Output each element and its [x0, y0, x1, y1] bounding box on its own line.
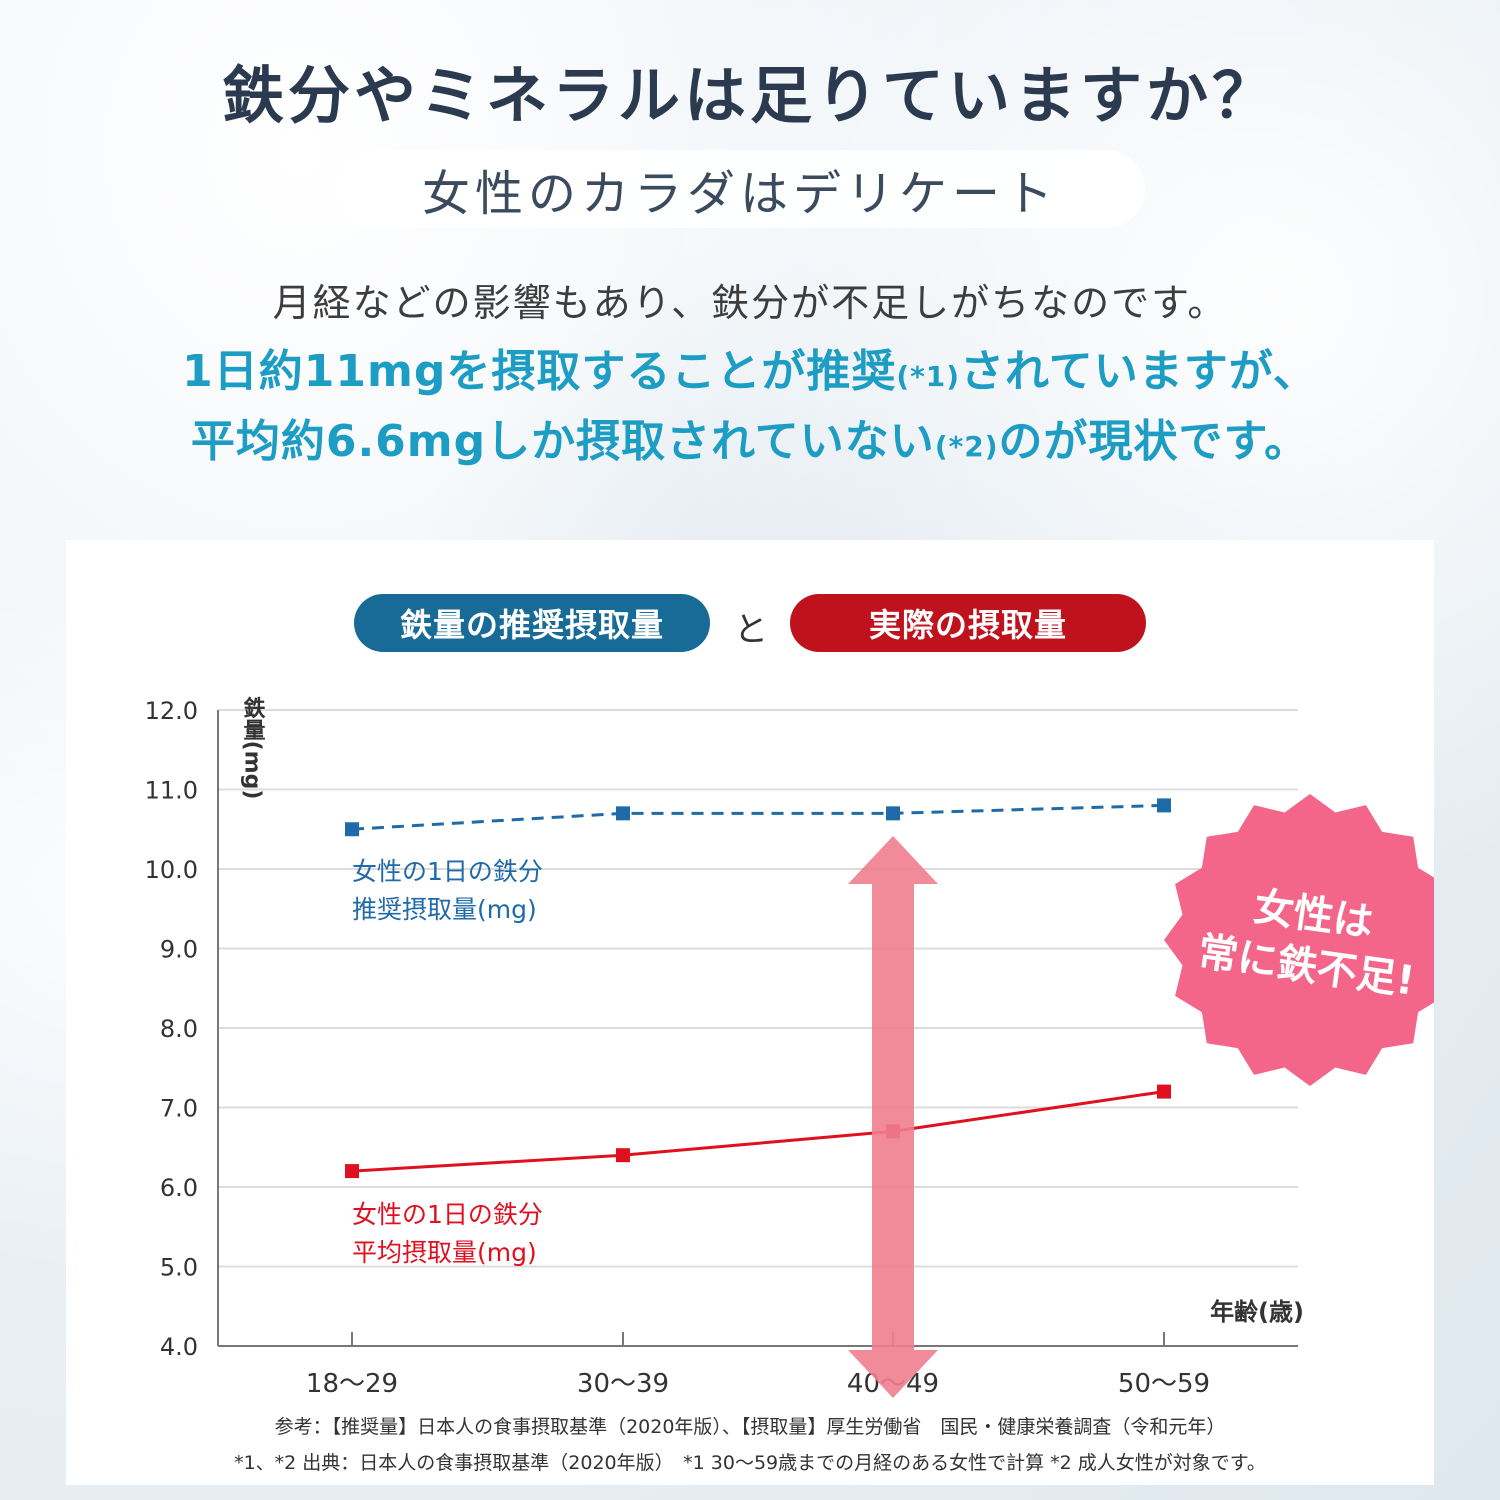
- note-ref-2: (*2): [934, 430, 999, 463]
- badge-shape: [1164, 794, 1434, 1086]
- note-ref-1: (*1): [896, 360, 961, 393]
- y-tick-label: 9.0: [160, 936, 198, 964]
- data-point: [1157, 798, 1171, 813]
- y-tick-label: 8.0: [160, 1015, 198, 1043]
- x-tick-label: 18〜29: [306, 1369, 398, 1399]
- actual-intake-main: 平均約6.6mgしか摂取されていない: [190, 416, 935, 467]
- reference-note: 参考：【推奨量】日本人の食事摂取基準（2020年版）、【摂取量】厚生労働省 国民…: [274, 1416, 1226, 1438]
- series-label-line2: 平均摂取量(mg): [352, 1238, 537, 1267]
- y-tick-labels: 12.0 11.0 10.0 9.0 8.0 7.0 6.0 5.0 4.0: [145, 697, 198, 1361]
- legend-actual-label: 実際の摂取量: [868, 606, 1067, 644]
- x-axis-label: 年齢(歳): [1210, 1298, 1304, 1326]
- series-label-line2: 推奨摂取量(mg): [352, 895, 537, 924]
- series-label-line1: 女性の1日の鉄分: [352, 1200, 543, 1229]
- subtitle-pill: 女性のカラダはデリケート: [335, 150, 1145, 228]
- y-tick-label: 11.0: [145, 777, 198, 805]
- actual-intake-text: 平均約6.6mgしか摂取されていない(*2)のが現状です。: [0, 405, 1500, 469]
- legend-actual-pill: 実際の摂取量: [790, 594, 1146, 652]
- y-tick-label: 6.0: [160, 1174, 198, 1202]
- data-point: [616, 1148, 630, 1163]
- data-point: [886, 806, 900, 821]
- y-tick-label: 10.0: [145, 856, 198, 884]
- legend-recommended-label: 鉄量の推奨摂取量: [399, 606, 664, 644]
- y-tick-label: 4.0: [160, 1333, 198, 1361]
- x-tick-label: 30〜39: [577, 1369, 669, 1399]
- series-line-1: [351, 803, 1165, 831]
- y-axis-label: 鉄量(mg): [240, 696, 266, 799]
- series-label-line1: 女性の1日の鉄分: [352, 857, 543, 886]
- data-point: [616, 806, 630, 821]
- y-tick-label: 5.0: [160, 1254, 198, 1282]
- legend-connector: と: [734, 610, 768, 650]
- recommended-intake-text: 1日約11mgを摂取することが推奨(*1)されていますが、: [0, 335, 1500, 399]
- y-tick-label: 12.0: [145, 697, 198, 725]
- series-line-2: [351, 1090, 1165, 1173]
- recommended-intake-tail: されていますが、: [960, 346, 1318, 397]
- recommended-intake-main: 1日約11mgを摂取することが推奨: [182, 346, 897, 397]
- source-note: *1、*2 出典：日本人の食事摂取基準（2020年版） *1 30〜59歳までの…: [234, 1452, 1266, 1474]
- legend-recommended-pill: 鉄量の推奨摂取量: [354, 594, 710, 652]
- data-point: [1157, 1084, 1171, 1099]
- subtitle-text: 女性のカラダはデリケート: [421, 166, 1058, 222]
- y-tick-label: 7.0: [160, 1095, 198, 1123]
- x-tick-label: 50〜59: [1118, 1369, 1210, 1399]
- intro-text: 月経などの影響もあり、鉄分が不足しがちなのです。: [272, 281, 1228, 325]
- gap-arrow-icon: [848, 836, 938, 1398]
- arrow-shape: [848, 836, 938, 1398]
- grid-lines: [218, 709, 1298, 1268]
- data-point: [345, 1164, 359, 1179]
- iron-intake-line-chart: 12.0 11.0 10.0 9.0 8.0 7.0 6.0 5.0 4.0 鉄量(mg) 年齢(…: [145, 696, 1434, 1399]
- axes: 鉄量(mg) 年齢(歳): [217, 696, 1304, 1347]
- page-title: 鉄分やミネラルは足りていますか？: [221, 59, 1278, 132]
- actual-intake-tail: のが現状です。: [998, 416, 1310, 467]
- data-point: [345, 822, 359, 837]
- chart-card: 鉄量の推奨摂取量 と 実際の摂取量 12.0 11.0 10.0 9.0 8.0 7.0 6…: [66, 540, 1434, 1485]
